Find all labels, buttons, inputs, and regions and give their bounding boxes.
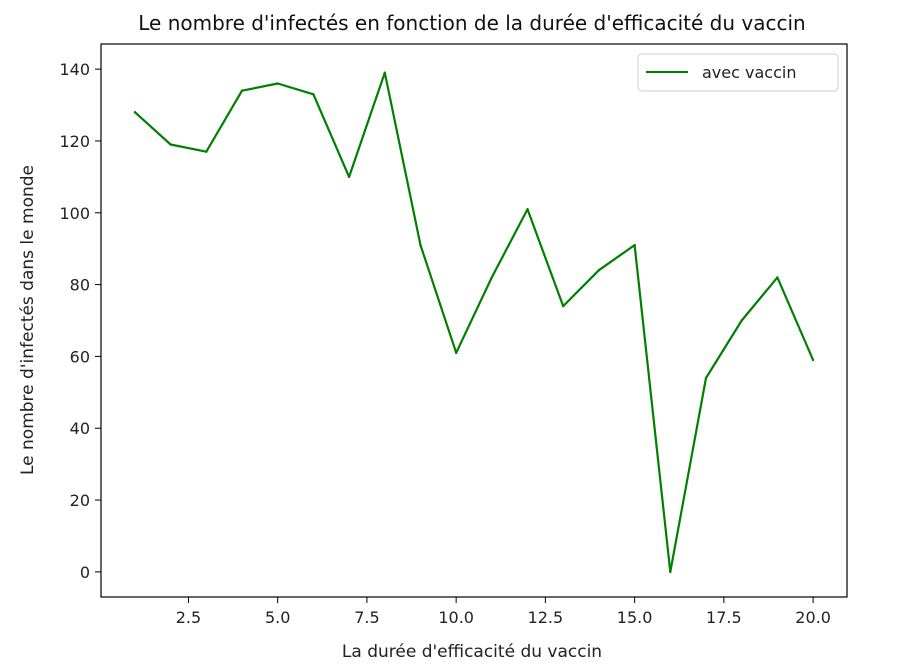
data-point	[133, 111, 137, 114]
x-tick-label: 20.0	[795, 608, 831, 627]
data-point	[347, 175, 351, 179]
y-tick-label: 140	[59, 60, 90, 79]
data-point	[419, 243, 422, 247]
legend: avec vaccin	[637, 53, 839, 92]
x-tick-label: 10.0	[438, 608, 474, 627]
axes-frame	[100, 43, 848, 598]
data-point	[526, 207, 529, 211]
y-tick-label: 120	[59, 132, 90, 151]
y-tick-label: 100	[59, 204, 90, 223]
data-point	[562, 304, 565, 308]
legend-box	[637, 53, 839, 92]
plot-area: 2.5 5.0 7.5 10.0 12.5 15.0 17.5 20.0 0 20 40 60 80 1…	[59, 43, 848, 627]
data-point	[704, 376, 708, 380]
y-tick-label: 60	[70, 347, 90, 366]
data-point	[205, 150, 208, 153]
data-point	[240, 89, 244, 92]
y-axis-ticks: 0 20 40 60 80 100 120 140	[59, 60, 101, 582]
x-tick-label: 17.5	[706, 608, 742, 627]
data-point	[276, 82, 279, 85]
series-layer	[133, 71, 815, 574]
y-tick-label: 0	[80, 563, 90, 582]
x-axis-label: La durée d'efficacité du vaccin	[342, 642, 602, 662]
data-point	[633, 243, 636, 247]
data-point	[490, 276, 494, 279]
x-axis-ticks: 2.5 5.0 7.5 10.0 12.5 15.0 17.5 20.0	[176, 597, 831, 627]
data-point	[776, 276, 779, 279]
y-tick-label: 20	[70, 491, 90, 510]
data-point	[597, 269, 601, 272]
x-tick-label: 7.5	[354, 608, 379, 627]
x-tick-label: 5.0	[265, 608, 290, 627]
data-point	[811, 358, 815, 362]
legend-label-avec-vaccin: avec vaccin	[702, 63, 796, 82]
data-point	[454, 351, 458, 355]
x-tick-label: 12.5	[528, 608, 564, 627]
data-point	[383, 71, 386, 74]
data-point	[740, 319, 743, 322]
chart-title: Le nombre d'infectés en fonction de la d…	[138, 11, 805, 35]
y-tick-label: 80	[70, 276, 90, 295]
x-tick-label: 15.0	[617, 608, 653, 627]
y-axis-label: Le nombre d'infectés dans le monde	[18, 165, 38, 475]
data-point	[669, 570, 672, 574]
x-tick-label: 2.5	[176, 608, 201, 627]
series-line-avec-vaccin	[134, 71, 815, 574]
data-point	[169, 143, 172, 146]
data-point	[312, 93, 315, 96]
y-tick-label: 40	[70, 419, 90, 438]
